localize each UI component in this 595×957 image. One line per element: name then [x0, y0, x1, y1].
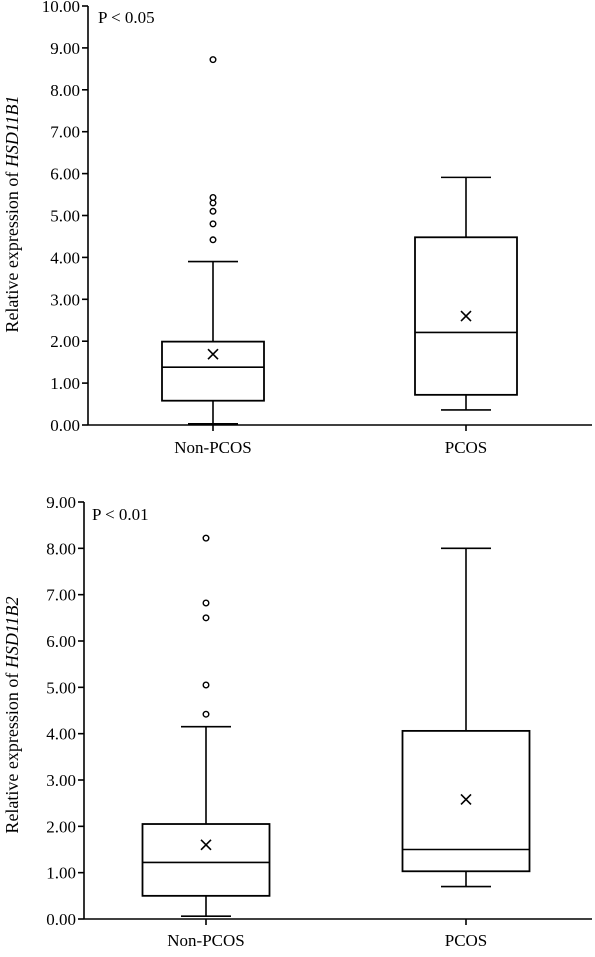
- y-tick-label: 8.00: [46, 539, 76, 558]
- panel-hsd11b2: Relative expression of HSD11B2 P < 0.01 …: [2, 493, 592, 950]
- outlier-point: [202, 710, 210, 718]
- outlier-point: [202, 614, 210, 622]
- p-value-annotation: P < 0.05: [98, 8, 155, 27]
- y-axis-label-prefix: Relative expression of: [2, 668, 22, 833]
- iqr-box: [401, 729, 531, 873]
- outlier-point: [209, 56, 217, 64]
- mean-marker: [460, 310, 472, 322]
- y-tick-label: 7.00: [46, 586, 76, 605]
- iqr-box: [141, 823, 271, 897]
- y-tick-label: 5.00: [46, 678, 76, 697]
- y-tick-label: 1.00: [50, 374, 80, 393]
- y-axis-label-gene: HSD11B2: [2, 596, 22, 669]
- outlier-point: [209, 207, 217, 215]
- mean-marker: [200, 839, 212, 851]
- y-tick-label: 3.00: [46, 771, 76, 790]
- outlier-point: [209, 236, 217, 244]
- y-tick-label: 10.00: [42, 0, 80, 16]
- y-tick-label: 5.00: [50, 207, 80, 226]
- y-tick-label: 2.00: [46, 817, 76, 836]
- outlier-point: [202, 681, 210, 689]
- outlier-point: [202, 534, 210, 542]
- y-tick-label: 6.00: [50, 165, 80, 184]
- mean-marker: [207, 348, 219, 360]
- mean-marker: [460, 793, 472, 806]
- outlier-point: [202, 599, 210, 607]
- x-category-label: PCOS: [445, 438, 488, 457]
- x-category-label: Non-PCOS: [174, 438, 251, 457]
- y-tick-label: 7.00: [50, 123, 80, 142]
- panel-hsd11b1: Relative expression of HSD11B1 P < 0.05 …: [2, 0, 592, 457]
- y-tick-label: 2.00: [50, 332, 80, 351]
- y-axis-label: Relative expression of HSD11B2: [2, 596, 22, 833]
- y-axis-label: Relative expression of HSD11B1: [2, 95, 22, 332]
- p-value-annotation: P < 0.01: [92, 505, 149, 524]
- y-tick-label: 0.00: [50, 416, 80, 435]
- y-axis-label-gene: HSD11B1: [2, 95, 22, 168]
- x-category-label: Non-PCOS: [167, 931, 244, 950]
- y-axis-label-prefix: Relative expression of: [2, 167, 22, 332]
- y-tick-label: 9.00: [46, 493, 76, 512]
- y-tick-label: 6.00: [46, 632, 76, 651]
- y-tick-label: 9.00: [50, 39, 80, 58]
- y-tick-label: 0.00: [46, 910, 76, 929]
- y-tick-label: 1.00: [46, 864, 76, 883]
- iqr-box: [161, 340, 265, 402]
- outlier-point: [209, 193, 217, 201]
- y-tick-label: 4.00: [46, 725, 76, 744]
- outlier-point: [209, 220, 217, 228]
- x-category-label: PCOS: [445, 931, 488, 950]
- y-tick-label: 3.00: [50, 290, 80, 309]
- y-tick-label: 8.00: [50, 81, 80, 100]
- y-tick-label: 4.00: [50, 248, 80, 267]
